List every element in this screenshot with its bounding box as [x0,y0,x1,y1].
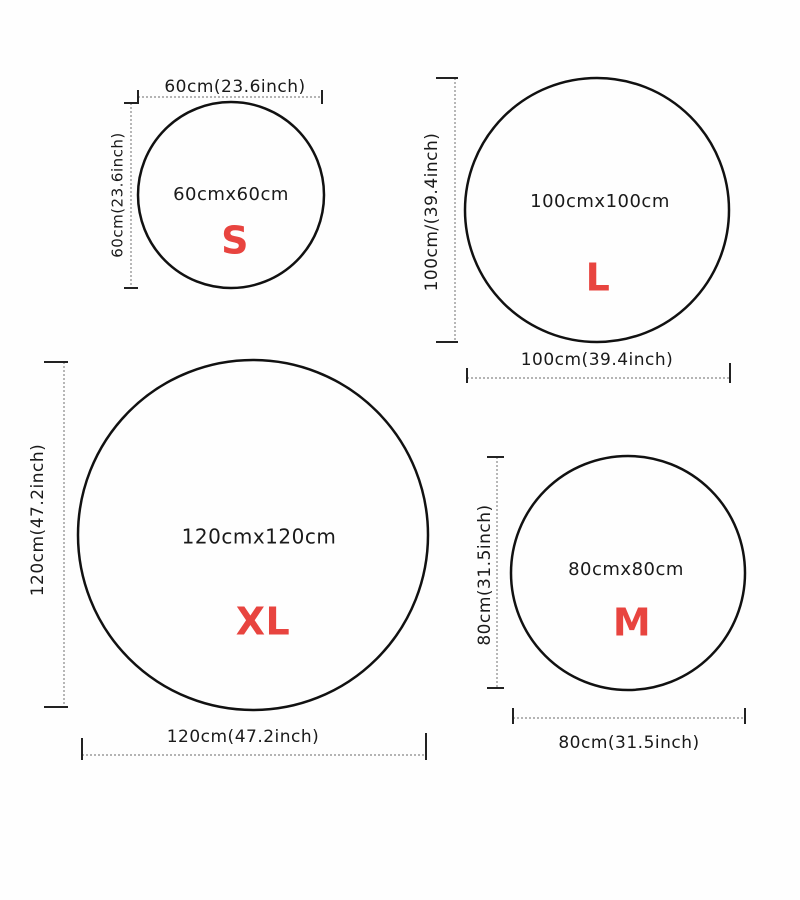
height-label: 80cm(31.5inch) [475,504,495,645]
area-label: 120cmx120cm [182,525,337,549]
circle [509,454,747,692]
size-label: M [613,601,651,645]
size-l: 100cm/(39.4inch) 100cm(39.4inch) 100cmx1… [422,76,731,383]
width-label: 100cm(39.4inch) [521,350,674,370]
height-label: 100cm/(39.4inch) [422,133,442,292]
width-label: 60cm(23.6inch) [164,77,305,97]
width-label: 80cm(31.5inch) [558,733,699,753]
height-label: 120cm(47.2inch) [28,444,48,597]
size-xl: 120cm(47.2inch) 120cm(47.2inch) 120cmx12… [28,358,430,760]
width-label: 120cm(47.2inch) [167,727,320,747]
circle [136,100,326,290]
size-m: 80cm(31.5inch) 80cm(31.5inch) 80cmx80cm … [475,454,747,753]
circle [76,358,430,712]
height-label: 60cm(23.6inch) [109,132,127,257]
size-label: XL [236,600,291,644]
area-label: 60cmx60cm [173,184,289,205]
size-label: L [586,256,611,300]
area-label: 80cmx80cm [568,559,684,580]
area-label: 100cmx100cm [530,191,670,212]
size-s: 60cm(23.6inch) 60cm(23.6inch) 60cmx60cm … [109,77,326,290]
circle [463,76,731,344]
size-label: S [221,219,249,263]
